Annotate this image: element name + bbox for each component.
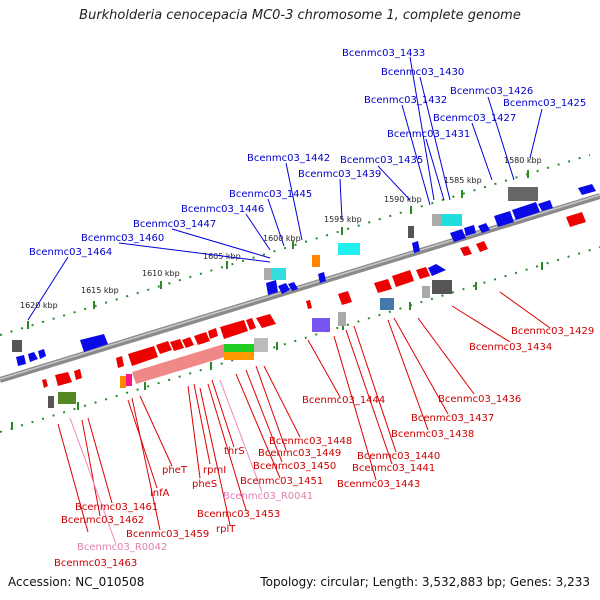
genome-backbone bbox=[0, 193, 600, 383]
gene-label-1464[interactable]: Bcenmc03_1464 bbox=[29, 247, 112, 258]
gene-label-R0041[interactable]: Bcenmc03_R0041 bbox=[223, 491, 313, 502]
upper-major-ticks bbox=[27, 170, 529, 329]
gene-label-1430[interactable]: Bcenmc03_1430 bbox=[381, 67, 464, 78]
top-leader-lines bbox=[27, 56, 543, 321]
gene-label-thrS[interactable]: thrS bbox=[224, 446, 245, 457]
gene-label-pheT[interactable]: pheT bbox=[162, 465, 188, 476]
gene-label-1449[interactable]: Bcenmc03_1449 bbox=[258, 448, 341, 459]
gene-label-1436[interactable]: Bcenmc03_1436 bbox=[438, 394, 521, 405]
gene-label-1442[interactable]: Bcenmc03_1442 bbox=[247, 153, 330, 164]
gene-label-1431[interactable]: Bcenmc03_1431 bbox=[387, 129, 470, 140]
gene-label-1445[interactable]: Bcenmc03_1445 bbox=[229, 189, 312, 200]
gene-label-1460[interactable]: Bcenmc03_1460 bbox=[81, 233, 164, 244]
gene-label-1441[interactable]: Bcenmc03_1441 bbox=[352, 463, 435, 474]
kbp-label-1605: 1605 kbp bbox=[203, 252, 241, 261]
gene-label-1438[interactable]: Bcenmc03_1438 bbox=[391, 429, 474, 440]
kbp-label-1590: 1590 kbp bbox=[384, 195, 422, 204]
kbp-label-1615: 1615 kbp bbox=[81, 286, 119, 295]
gene-label-1443[interactable]: Bcenmc03_1443 bbox=[337, 479, 420, 490]
gene-label-1437[interactable]: Bcenmc03_1437 bbox=[411, 413, 494, 424]
kbp-label-1580: 1580 kbp bbox=[504, 156, 542, 165]
gene-label-1433[interactable]: Bcenmc03_1433 bbox=[342, 48, 425, 59]
forward-features bbox=[12, 187, 538, 352]
gene-label-1446[interactable]: Bcenmc03_1446 bbox=[181, 204, 264, 215]
gene-label-1448[interactable]: Bcenmc03_1448 bbox=[269, 436, 352, 447]
gene-label-1439[interactable]: Bcenmc03_1439 bbox=[298, 169, 381, 180]
upper-scale-track bbox=[0, 154, 591, 336]
gene-label-1444[interactable]: Bcenmc03_1444 bbox=[302, 395, 385, 406]
gene-label-1447[interactable]: Bcenmc03_1447 bbox=[133, 219, 216, 230]
gene-label-1451[interactable]: Bcenmc03_1451 bbox=[240, 476, 323, 487]
kbp-label-1610: 1610 kbp bbox=[142, 269, 180, 278]
bottom-leader-lines bbox=[57, 291, 551, 533]
kbp-label-1595: 1595 kbp bbox=[324, 215, 362, 224]
kbp-label-1620: 1620 kbp bbox=[20, 301, 58, 310]
gene-label-1461[interactable]: Bcenmc03_1461 bbox=[75, 502, 158, 513]
gene-label-rplT[interactable]: rplT bbox=[216, 524, 236, 535]
gene-label-1429[interactable]: Bcenmc03_1429 bbox=[511, 326, 594, 337]
gene-label-1459[interactable]: Bcenmc03_1459 bbox=[126, 529, 209, 540]
gene-label-R0042[interactable]: Bcenmc03_R0042 bbox=[77, 542, 167, 553]
gene-label-1427[interactable]: Bcenmc03_1427 bbox=[433, 113, 516, 124]
gene-label-1425[interactable]: Bcenmc03_1425 bbox=[503, 98, 586, 109]
reverse-genes bbox=[42, 212, 586, 388]
kbp-label-1585: 1585 kbp bbox=[444, 176, 482, 185]
gene-label-1426[interactable]: Bcenmc03_1426 bbox=[450, 86, 533, 97]
gene-label-1432[interactable]: Bcenmc03_1432 bbox=[364, 95, 447, 106]
gene-label-rpmI[interactable]: rpmI bbox=[203, 465, 226, 476]
gene-label-1462[interactable]: Bcenmc03_1462 bbox=[61, 515, 144, 526]
map-title: Burkholderia cenocepacia MC0-3 chromosom… bbox=[79, 8, 521, 23]
reverse-features bbox=[48, 280, 452, 408]
gene-label-1453[interactable]: Bcenmc03_1453 bbox=[197, 509, 280, 520]
forward-genes bbox=[16, 184, 596, 366]
gene-label-1440[interactable]: Bcenmc03_1440 bbox=[357, 451, 440, 462]
gene-label-1450[interactable]: Bcenmc03_1450 bbox=[253, 461, 336, 472]
gene-label-1434[interactable]: Bcenmc03_1434 bbox=[469, 342, 552, 353]
rna-leader-lines bbox=[69, 379, 263, 545]
gene-label-infA[interactable]: infA bbox=[150, 488, 170, 499]
accession-text: Accession: NC_010508 bbox=[8, 575, 145, 589]
gene-label-pheS[interactable]: pheS bbox=[192, 479, 217, 490]
topology-summary: Topology: circular; Length: 3,532,883 bp… bbox=[260, 575, 590, 589]
gene-label-1435[interactable]: Bcenmc03_1435 bbox=[340, 155, 423, 166]
gene-label-1463[interactable]: Bcenmc03_1463 bbox=[54, 558, 137, 569]
